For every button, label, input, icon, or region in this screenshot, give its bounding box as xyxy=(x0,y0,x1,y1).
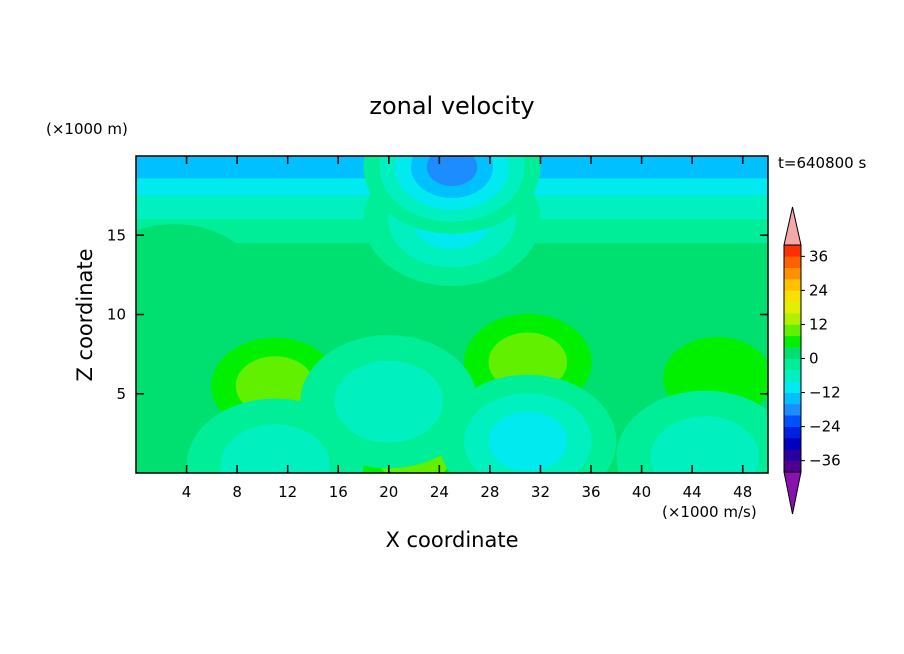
chart-title: zonal velocity xyxy=(369,92,534,120)
colorbar-tick-label: −12 xyxy=(809,384,841,402)
x-axis-label: X coordinate xyxy=(385,528,518,552)
field-contour xyxy=(136,224,263,358)
colorbar: 36 24 12 0 −12 −24 −36 xyxy=(783,206,841,515)
colorbar-segment xyxy=(784,347,801,359)
colorbar-segment xyxy=(784,358,801,371)
colorbar-segment xyxy=(784,301,801,314)
x-unit-label: (×1000 m/s) xyxy=(662,503,757,521)
colorbar-segment xyxy=(784,392,801,405)
x-tick-label: 28 xyxy=(480,483,499,501)
colorbar-segment xyxy=(784,426,801,439)
x-tick-label: 32 xyxy=(531,483,550,501)
y-tick-label: 5 xyxy=(116,385,126,403)
y-axis-ticks: 5 10 15 xyxy=(107,226,768,403)
x-tick-label: 8 xyxy=(232,483,242,501)
x-tick-label: 24 xyxy=(430,483,449,501)
colorbar-segment xyxy=(784,449,801,461)
colorbar-tick-label: −36 xyxy=(809,452,841,470)
y-tick-label: 15 xyxy=(107,226,126,244)
colorbar-tick-label: 0 xyxy=(809,350,819,368)
x-axis-ticks: 4 8 12 16 20 24 28 32 36 40 44 48 xyxy=(182,156,752,501)
field-contour xyxy=(426,156,478,187)
field-contour xyxy=(334,360,444,443)
colorbar-segment xyxy=(784,313,801,325)
colorbar-over-arrow xyxy=(783,206,802,246)
field-contour xyxy=(220,424,330,473)
colorbar-segment xyxy=(784,335,801,348)
colorbar-segment xyxy=(784,290,801,303)
time-label: t=640800 s xyxy=(778,154,866,172)
colorbar-segment xyxy=(784,267,801,280)
plot-area xyxy=(135,155,769,474)
colorbar-segment xyxy=(784,369,801,382)
colorbar-tick-label: 24 xyxy=(809,281,828,299)
colorbar-segment xyxy=(784,381,801,393)
x-tick-label: 40 xyxy=(632,483,651,501)
colorbar-segment xyxy=(784,245,801,257)
x-tick-label: 48 xyxy=(733,483,752,501)
x-tick-label: 36 xyxy=(581,483,600,501)
contour-field xyxy=(136,156,768,473)
colorbar-segment xyxy=(784,279,801,291)
x-tick-label: 44 xyxy=(683,483,702,501)
colorbar-tick-label: −24 xyxy=(809,418,841,436)
x-tick-label: 16 xyxy=(329,483,348,501)
colorbar-segment xyxy=(784,415,801,427)
y-axis-label: Z coordinate xyxy=(73,248,97,381)
colorbar-segment xyxy=(784,437,801,450)
colorbar-tick-label: 36 xyxy=(809,247,828,265)
colorbar-segment xyxy=(784,256,801,268)
colorbar-segment xyxy=(784,324,801,337)
colorbar-tick-label: 12 xyxy=(809,315,828,333)
x-tick-label: 20 xyxy=(379,483,398,501)
x-tick-label: 12 xyxy=(278,483,297,501)
colorbar-segment xyxy=(784,403,801,416)
x-tick-label: 4 xyxy=(182,483,192,501)
field-contour xyxy=(650,416,760,473)
y-tick-label: 10 xyxy=(107,306,126,324)
field-contour xyxy=(488,411,568,471)
y-unit-label: (×1000 m) xyxy=(46,120,128,138)
colorbar-segment xyxy=(784,460,801,473)
colorbar-under-arrow xyxy=(783,471,802,515)
